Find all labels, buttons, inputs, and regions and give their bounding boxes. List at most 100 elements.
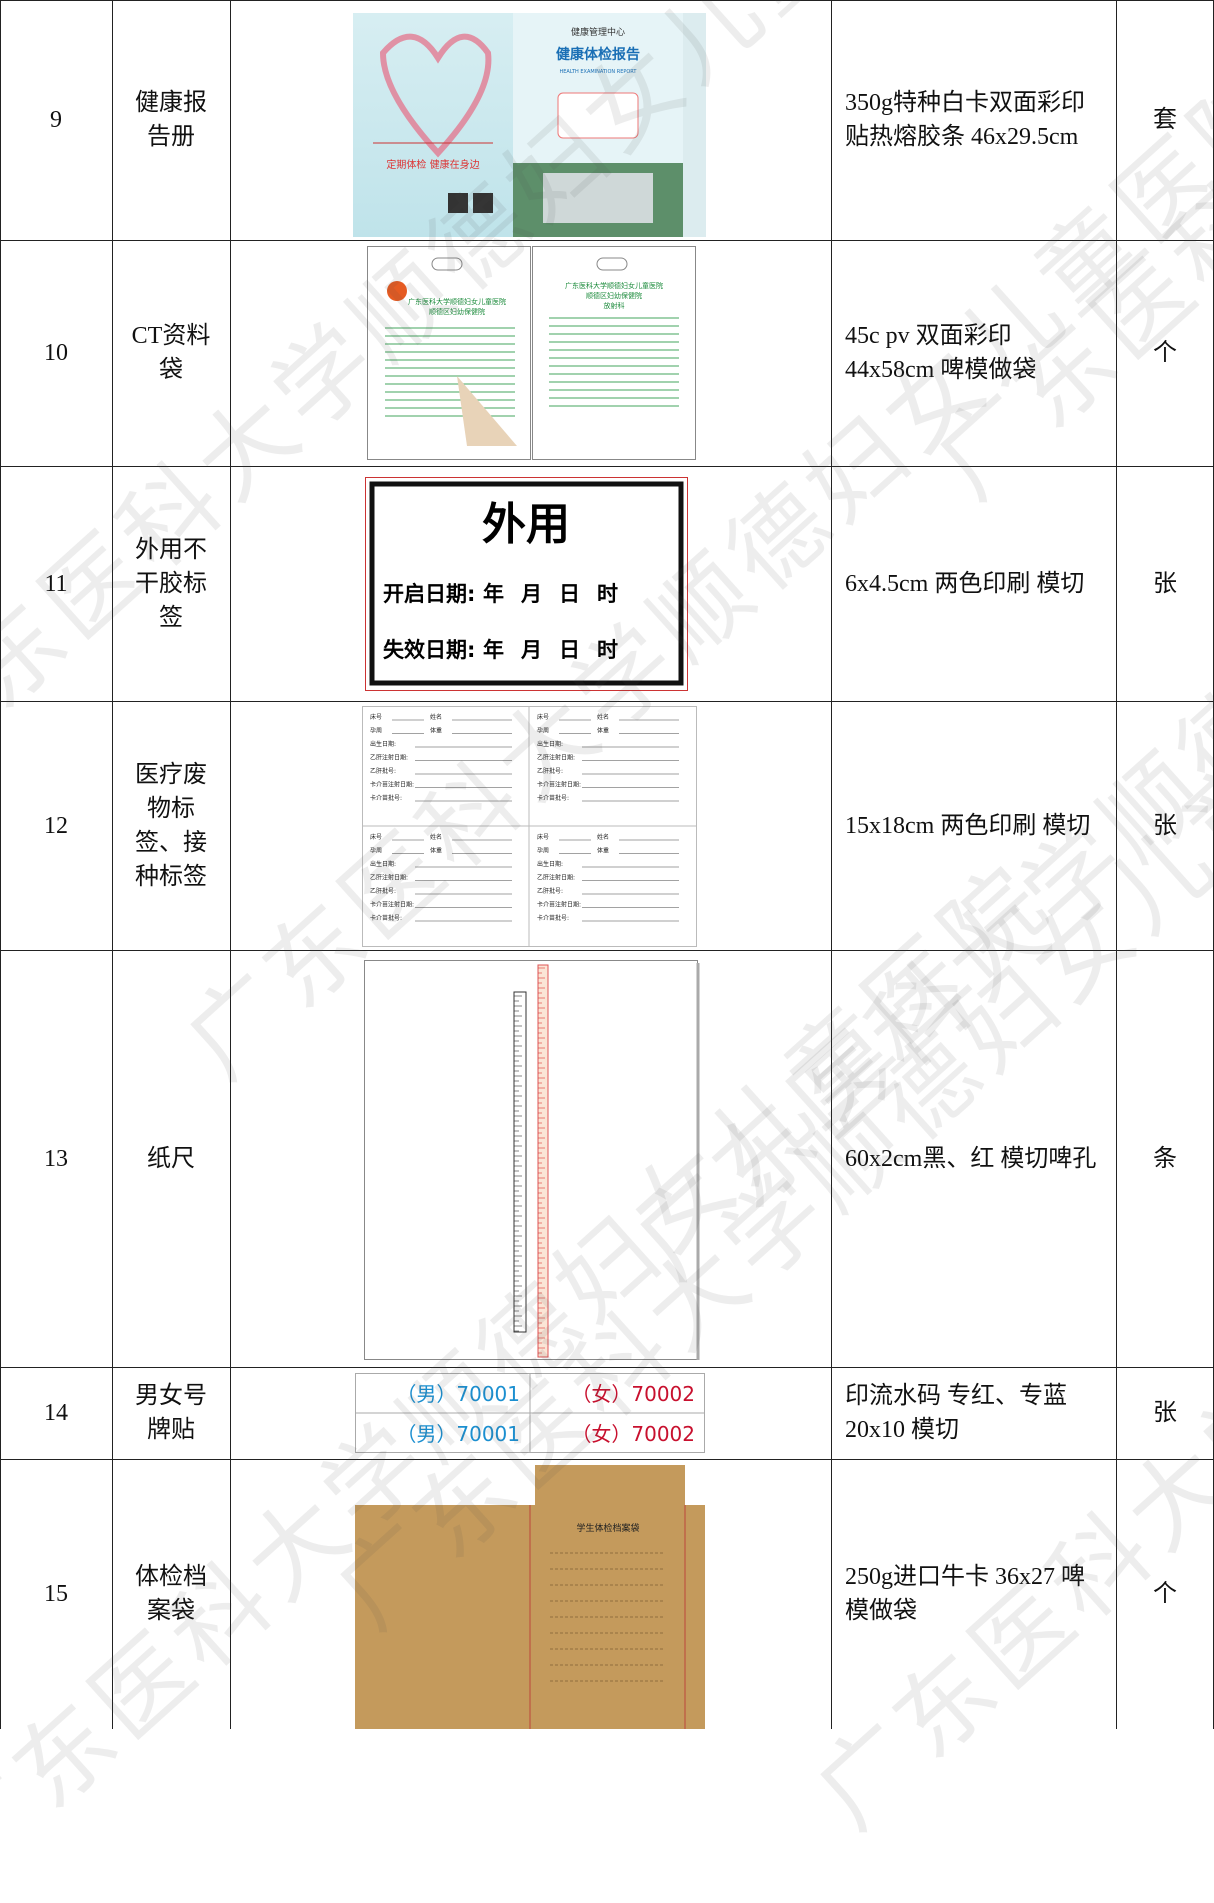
form-field: 卡介苗注射日期: (370, 781, 414, 789)
item-name: CT资料袋 (131, 323, 211, 383)
item-spec-cell: 15x18cm 两色印刷 模切 (831, 701, 1116, 950)
item-unit: 个 (1153, 340, 1177, 366)
form-field: 出生日期: (370, 860, 396, 868)
grid-line (0, 240, 1214, 241)
date-part: 年 (483, 582, 504, 606)
item-no-cell: 14 (0, 1367, 112, 1459)
date-part: 日 (559, 638, 580, 662)
form-field: 床号 (537, 713, 549, 721)
item-spec-cell: 350g特种白卡双面彩印 贴热熔胶条 46x29.5cm (831, 0, 1116, 240)
ruler-image (364, 960, 700, 1360)
item-no-cell: 9 (0, 0, 112, 240)
item-unit: 张 (1153, 812, 1177, 839)
form-field: 孕周 (537, 728, 549, 735)
expire-date: 失效日期: (383, 638, 475, 662)
item-spec: 250g进口牛卡 36x27 啤模做袋 (845, 1564, 1085, 1624)
item-spec-cell: 45c pv 双面彩印 44x58cm 啤模做袋 (831, 240, 1116, 466)
branch: 顺德区妇幼保健院 (586, 291, 642, 300)
report-title: 健康体检报告 (556, 46, 640, 63)
date-part: 年 (483, 638, 504, 662)
ct-bag-image: 广东医科大学顺德妇女儿童医院 顺德区妇幼保健院 广东医科大学顺德妇女儿童医院 顺… (367, 246, 696, 460)
item-no: 13 (44, 1145, 68, 1172)
item-spec: 60x2cm黑、红 模切啤孔 (845, 1145, 1097, 1172)
item-unit-cell: 套 (1116, 0, 1214, 240)
form-field: 出生日期: (537, 740, 563, 748)
item-unit-cell: 张 (1116, 466, 1214, 701)
item-no-cell: 13 (0, 950, 112, 1367)
item-unit: 套 (1153, 107, 1177, 133)
item-unit: 张 (1153, 1400, 1177, 1426)
form-field: 床号 (370, 713, 382, 721)
item-spec-cell: 250g进口牛卡 36x27 啤模做袋 (831, 1459, 1116, 1729)
grid-line (112, 0, 113, 1729)
male-tag: （男）70001 (396, 1382, 520, 1406)
grid-line (230, 0, 231, 1729)
form-field: 乙肝注射日期: (370, 754, 408, 762)
date-part: 时 (597, 582, 618, 606)
form-field: 乙肝批号: (537, 887, 563, 895)
item-no-cell: 11 (0, 466, 112, 701)
form-field: 卡介苗批号: (537, 794, 569, 802)
item-spec-cell: 印流水码 专红、专蓝 20x10 模切 (831, 1367, 1116, 1459)
form-field: 卡介苗批号: (537, 914, 569, 922)
envelope-title: 学生体检档案袋 (576, 1522, 639, 1534)
item-name-cell: 外用不干胶标签 (112, 466, 230, 701)
male-tag: （男）70001 (396, 1422, 520, 1446)
number-tags-image: （男）70001 （男）70001 （女）70002 （女）70002 (355, 1373, 705, 1453)
item-spec-cell: 60x2cm黑、红 模切啤孔 (831, 950, 1116, 1367)
item-name-cell: CT资料袋 (112, 240, 230, 466)
item-no: 15 (44, 1581, 68, 1607)
item-unit: 条 (1153, 1145, 1177, 1172)
item-no-cell: 12 (0, 701, 112, 950)
item-unit-cell: 个 (1116, 240, 1214, 466)
form-field: 卡介苗注射日期: (537, 781, 581, 789)
form-field: 卡介苗注射日期: (537, 901, 581, 909)
item-unit-cell: 个 (1116, 1459, 1214, 1729)
item-spec: 45c pv 双面彩印 44x58cm 啤模做袋 (845, 323, 1037, 383)
date-part: 时 (597, 638, 618, 662)
grid-line (0, 0, 1214, 1)
form-field: 姓名 (597, 713, 609, 721)
item-name: 男女号牌贴 (135, 1383, 207, 1443)
item-no-cell: 15 (0, 1459, 112, 1729)
grid-line (0, 1367, 1214, 1368)
item-no: 9 (50, 107, 62, 133)
org: 健康管理中心 (571, 26, 625, 38)
date-part: 日 (559, 582, 580, 606)
grid-line (1116, 0, 1117, 1729)
form-field: 乙肝批号: (537, 767, 563, 775)
item-name-cell: 纸尺 (112, 950, 230, 1367)
item-name: 外用不干胶标签 (135, 536, 207, 631)
open-date: 开启日期: (383, 582, 475, 606)
item-no-cell: 10 (0, 240, 112, 466)
item-unit-cell: 张 (1116, 701, 1214, 950)
form-field: 姓名 (430, 713, 442, 721)
label-title: 外用 (482, 499, 570, 550)
item-name: 体检档案袋 (135, 1564, 207, 1624)
form-field: 孕周 (537, 848, 549, 855)
slogan: 定期体检 健康在身边 (386, 158, 479, 171)
form-field: 卡介苗批号: (370, 794, 402, 802)
form-field: 乙肝批号: (370, 887, 396, 895)
form-field: 乙肝批号: (370, 767, 396, 775)
form-field: 出生日期: (370, 740, 396, 748)
form-field: 床号 (537, 833, 549, 841)
grid-line (0, 701, 1214, 702)
hospital: 广东医科大学顺德妇女儿童医院 (565, 281, 663, 290)
item-spec: 6x4.5cm 两色印刷 模切 (845, 570, 1085, 597)
form-field: 乙肝注射日期: (370, 874, 408, 882)
item-spec: 15x18cm 两色印刷 模切 (845, 812, 1091, 839)
form-field: 乙肝注射日期: (537, 874, 575, 882)
item-no: 14 (44, 1400, 68, 1426)
item-name: 医疗废物标签、接种标签 (135, 761, 207, 890)
date-part: 月 (520, 638, 542, 662)
grid-line (0, 466, 1214, 467)
grid-line (0, 1459, 1214, 1460)
branch: 顺德区妇幼保健院 (429, 307, 485, 316)
date-part: 月 (520, 582, 542, 606)
form-field: 卡介苗批号: (370, 914, 402, 922)
item-name: 纸尺 (147, 1145, 195, 1172)
item-no: 10 (44, 340, 68, 366)
